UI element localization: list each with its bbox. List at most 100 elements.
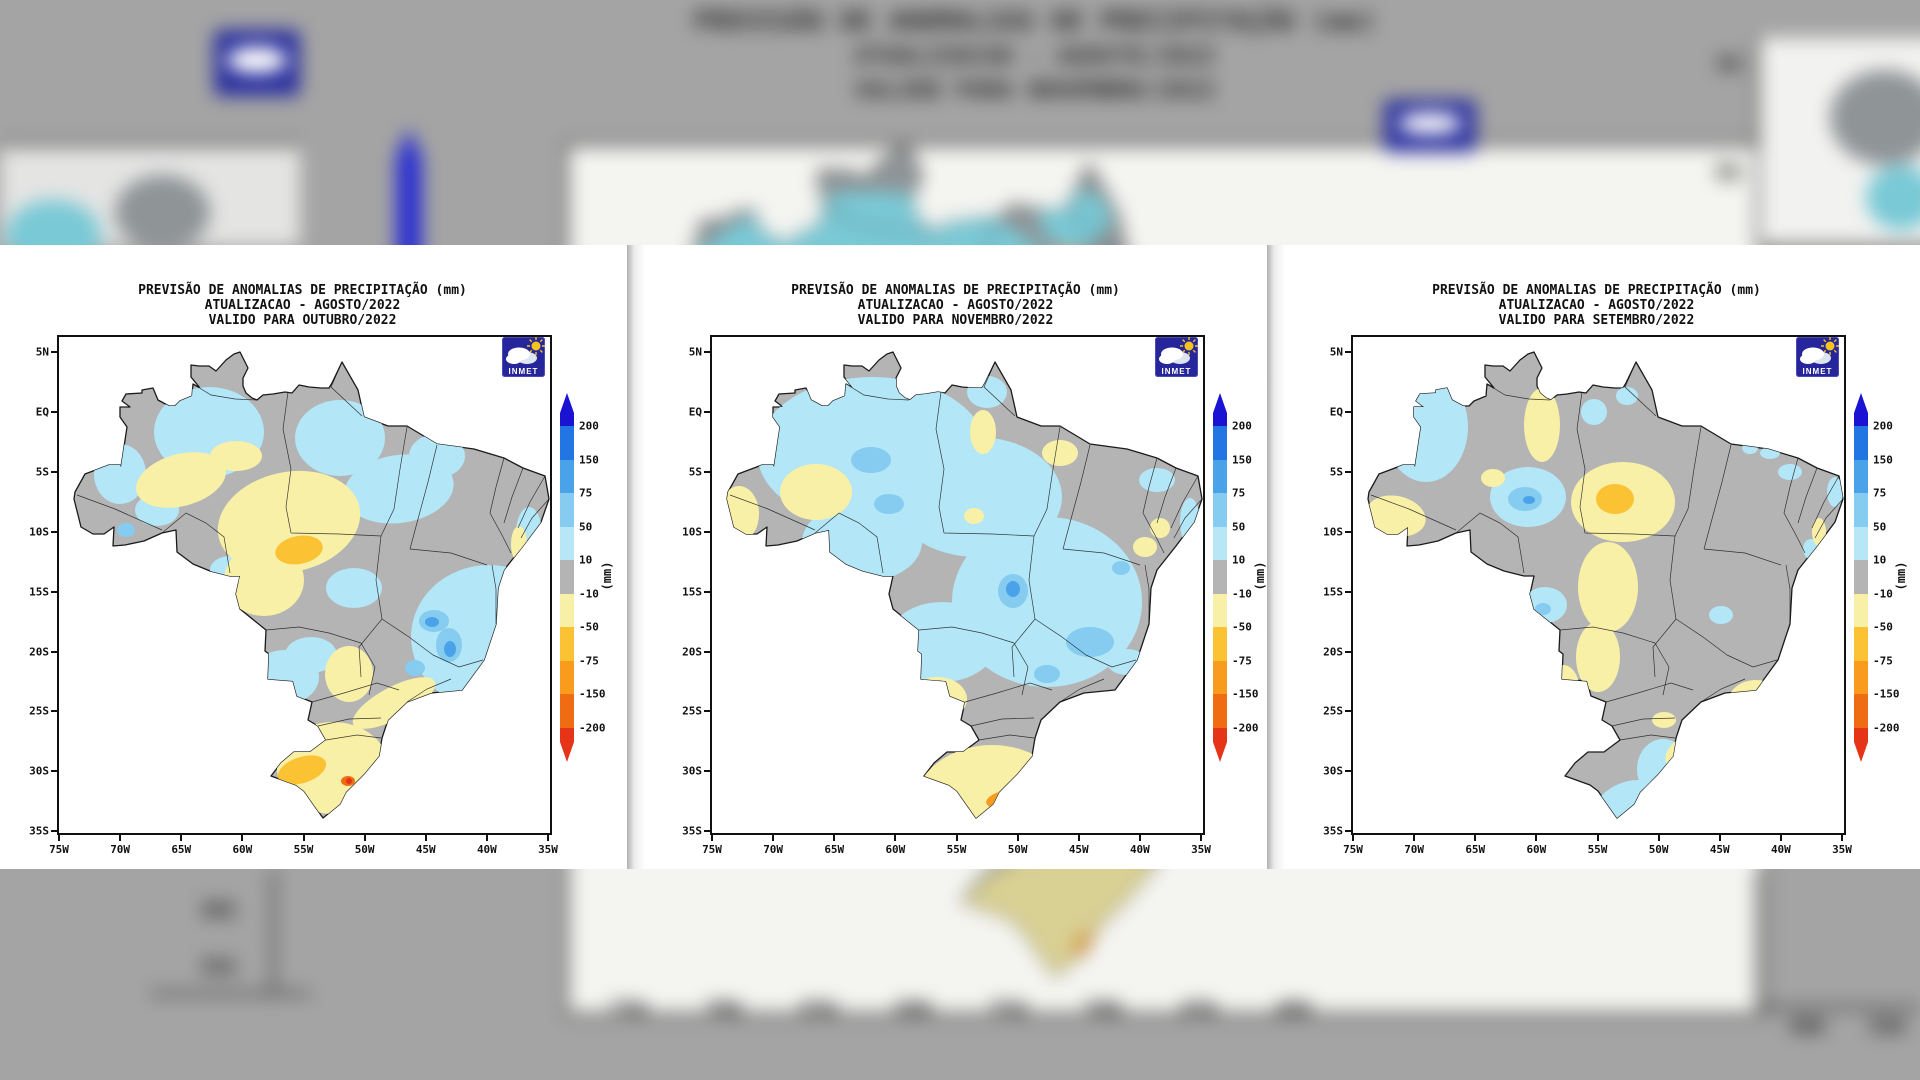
lon-label-60W: 60W (1526, 843, 1547, 856)
lon-tick (1352, 835, 1354, 841)
colorbar-segment (560, 459, 574, 493)
lon-label-40W: 40W (1129, 843, 1150, 856)
lon-tick (833, 835, 836, 841)
colorbar-label-10: 10 (579, 553, 593, 567)
lat-label-5N: 5N (35, 345, 49, 359)
backdrop-map-fragment (115, 175, 210, 250)
colorbar-label--10: -10 (1232, 587, 1252, 600)
colorbar-label--200: -200 (1232, 721, 1259, 734)
lon-tick (302, 835, 305, 841)
colorbar-segment (1854, 660, 1868, 694)
colorbar-label--150: -150 (1873, 687, 1900, 701)
lon-tick (772, 835, 775, 841)
lon-label-45W: 45W (1068, 843, 1089, 856)
cloud-icon (226, 46, 288, 73)
lon-label-75W: 75W (702, 843, 722, 856)
lon-tick (58, 835, 60, 841)
lon-tick (1841, 835, 1843, 841)
lat-label-15S: 15S (682, 585, 702, 599)
lon-tick (1200, 835, 1202, 841)
colorbar-label--50: -50 (1232, 620, 1252, 634)
backdrop-inmet-logo (214, 30, 300, 96)
lon-label-60W: 60W (232, 843, 253, 856)
colorbar-label-150: 150 (1232, 453, 1252, 466)
lat-label-25S: 25S (682, 704, 702, 718)
colorbar-segment (1854, 413, 1868, 426)
colorbar-up-arrow-icon (1213, 393, 1227, 413)
panel-title-line3: VALIDO PARA NOVEMBRO/2022 (857, 313, 1054, 328)
colorbar-segment (1213, 593, 1227, 627)
lat-tick (51, 591, 57, 593)
lon-label-70W: 70W (110, 843, 131, 856)
panel-title-line2: ATUALIZACAO - AGOSTO/2022 (204, 298, 401, 313)
colorbar-label-10: 10 (1873, 553, 1887, 567)
colorbar-scale: 200 150 75 50 10 -10 -50 -75 -150 -200 (mm) (1854, 393, 1920, 773)
lon-tick (1138, 835, 1141, 841)
colorbar-label-75: 75 (579, 486, 593, 500)
colorbar-segment (1854, 627, 1868, 661)
lon-tick (485, 835, 488, 841)
backdrop-lon-label: 70W (705, 997, 742, 1021)
lon-label-50W: 50W (354, 843, 375, 856)
lat-tick (1345, 770, 1351, 772)
backdrop-title-line3: VALIDO PARA NOVEMBRO/2022 (854, 76, 1216, 104)
colorbar-segment (560, 413, 574, 426)
colorbar-label--50: -50 (1873, 620, 1893, 634)
lon-label-65W: 65W (171, 843, 192, 856)
lon-label-35W: 35W (1832, 843, 1852, 856)
lat-tick (1345, 531, 1351, 533)
lat-tick (704, 770, 710, 772)
inmet-logo-art (506, 337, 545, 364)
backdrop-title-line1: PREVISÃO DE ANOMALIAS DE PRECIPITAÇÃO (m… (693, 6, 1377, 37)
colorbar-label--75: -75 (1232, 654, 1252, 667)
colorbar-label--200: -200 (1873, 721, 1900, 734)
colorbar-label-50: 50 (1232, 520, 1246, 533)
brazil-map-novembro (726, 351, 1203, 819)
colorbar-segment (1213, 660, 1227, 694)
sun-icon (1821, 337, 1839, 355)
lon-tick (119, 835, 122, 841)
lat-tick (51, 830, 57, 832)
lat-label-20S: 20S (682, 645, 702, 659)
lon-label-70W: 70W (1404, 843, 1425, 856)
lon-tick (180, 835, 183, 841)
lat-tick (704, 651, 710, 653)
colorbar-segment (560, 560, 574, 594)
cloud-icon (1159, 347, 1190, 364)
colorbar-down-arrow-icon (560, 741, 574, 762)
backdrop-frame-line (150, 992, 310, 995)
cloud-icon (506, 347, 537, 364)
backdrop-colorbar-arrow (396, 128, 422, 158)
inmet-logo: INMET (1796, 337, 1839, 377)
backdrop-frame-line (0, 143, 300, 146)
colorbar-label--75: -75 (579, 654, 599, 667)
colorbar-unit: (mm) (1890, 551, 1912, 603)
colorbar-label-10: 10 (1232, 553, 1246, 567)
lon-tick (1535, 835, 1538, 841)
lat-label-EQ: EQ (1329, 405, 1343, 419)
colorbar-segment (560, 593, 574, 627)
backdrop-map-fragment (1830, 70, 1920, 165)
lon-tick (1474, 835, 1477, 841)
colorbar-label-50: 50 (579, 520, 593, 533)
lat-tick (1345, 411, 1351, 413)
lon-tick (955, 835, 958, 841)
lat-label-30S: 30S (29, 764, 49, 778)
lat-tick (51, 710, 57, 712)
colorbar-segment (1213, 493, 1227, 527)
brazil-map-outubro (73, 351, 550, 819)
lon-tick (1657, 835, 1660, 841)
colorbar-segment (1213, 426, 1227, 460)
lat-tick (704, 351, 710, 353)
lon-tick (711, 835, 713, 841)
lon-label-55W: 55W (1587, 843, 1608, 856)
lat-tick (704, 591, 710, 593)
inmet-logo: INMET (1155, 337, 1198, 377)
lat-label-20S: 20S (29, 645, 49, 659)
lat-label-35S: 35S (682, 824, 702, 838)
inmet-logo-art (1800, 337, 1839, 364)
precip-anomaly-map-novembro (710, 335, 1205, 835)
backdrop-lon-label: 65W (800, 997, 837, 1021)
lat-tick (1345, 471, 1351, 473)
